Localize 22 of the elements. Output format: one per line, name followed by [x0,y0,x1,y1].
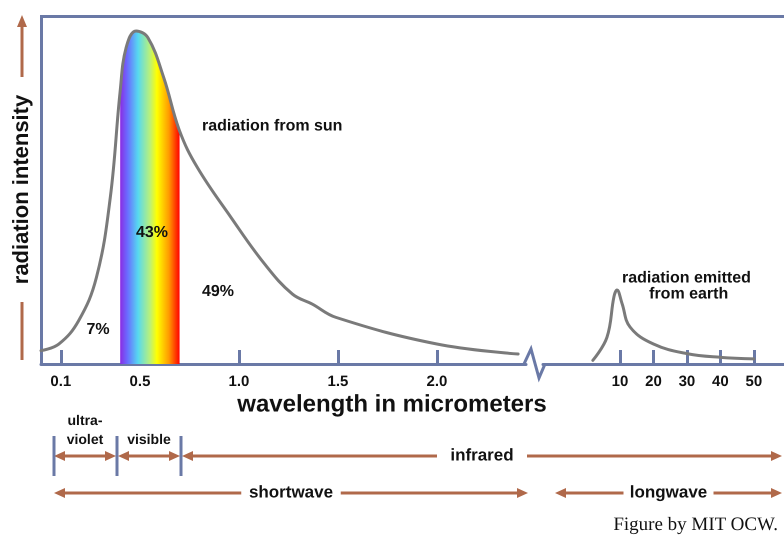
x-tick-label: 40 [712,373,729,390]
y-axis-title: radiation intensity [8,94,33,284]
x-tick-label: 0.1 [50,373,72,390]
x-axis-title: wavelength in micrometers [236,390,547,418]
x-tick-label: 1.5 [328,373,348,390]
text: Figure by MIT OCW. [613,514,778,535]
x-tick-label: 1.0 [228,373,250,390]
x-tick-label: 0.5 [130,373,150,390]
text: shortwave [248,482,334,502]
series-label: radiation from sun [202,118,342,134]
series-label: radiation emitted from earth [622,270,756,302]
x-tick-label: 50 [746,373,762,390]
text: infrared [450,445,514,464]
text: visible [127,431,171,447]
x-tick-label: 10 [612,373,628,390]
annotation: 7% [86,321,110,338]
text: longwave [630,482,708,502]
x-tick-label: 20 [645,373,662,390]
x-tick-label: 2.0 [426,373,448,390]
x-tick-label: 30 [678,373,696,390]
text: ultra-violet [66,412,104,447]
annotation: 49% [202,283,234,300]
